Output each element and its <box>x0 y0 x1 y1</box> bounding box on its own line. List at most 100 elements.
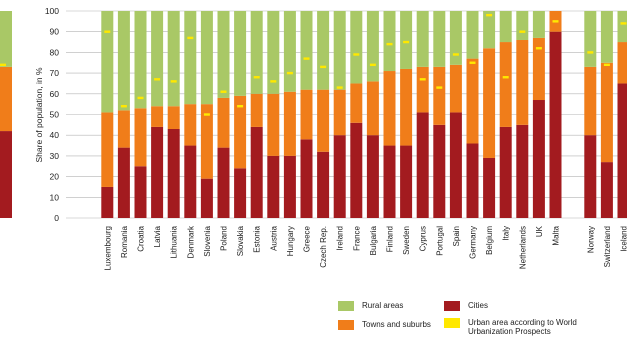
x-label-bulgaria: Bulgaria <box>369 225 378 255</box>
x-label-portugal: Portugal <box>435 226 444 256</box>
bar-netherlands-towns-and-suburbs <box>516 39 529 125</box>
bar-latvia-towns-and-suburbs <box>151 106 164 127</box>
marker-ireland-urban-wup <box>336 86 343 89</box>
x-label-finland: Finland <box>386 226 395 252</box>
bar-germany-towns-and-suburbs <box>466 58 479 144</box>
bar-austria-towns-and-suburbs <box>267 93 280 156</box>
bar-malta-cities <box>549 31 562 219</box>
bar-norway-towns-and-suburbs <box>584 66 597 136</box>
x-label-malta: Malta <box>552 225 561 245</box>
marker-bulgaria-urban-wup <box>369 63 376 67</box>
bar-luxembourg-rural-areas <box>101 11 114 113</box>
bar-switzerland-towns-and-suburbs <box>600 62 613 163</box>
marker-poland-urban-wup <box>220 90 227 93</box>
bar-croatia-rural-areas <box>134 11 147 109</box>
x-label-romania: Romania <box>120 225 129 258</box>
bar-poland-towns-and-suburbs <box>217 97 230 148</box>
bar-spain-towns-and-suburbs <box>449 64 462 113</box>
marker-estonia-urban-wup <box>253 76 260 79</box>
bar-bulgaria-towns-and-suburbs <box>366 81 379 136</box>
marker-luxembourg-urban-wup <box>104 30 111 33</box>
bar-latvia-rural-areas <box>151 11 164 107</box>
bar-ireland-rural-areas <box>333 11 346 90</box>
marker-norway-urban-wup <box>587 51 594 54</box>
bar-eu-rural-areas <box>0 11 12 67</box>
marker-netherlands-urban-wup <box>519 30 526 33</box>
bar-hungary-towns-and-suburbs <box>283 91 296 156</box>
bar-uk-rural-areas <box>532 11 545 38</box>
marker-uk-urban-wup <box>535 47 542 50</box>
marker-germany-urban-wup <box>469 61 476 64</box>
bar-czech-rep-rural-areas <box>317 11 330 90</box>
marker-austria-urban-wup <box>270 80 277 83</box>
legend-label-urban-wup: Urban area according to World Urbanizati… <box>468 318 577 336</box>
bar-bulgaria-rural-areas <box>366 11 379 82</box>
legend-item-cities: Cities <box>444 301 488 311</box>
bar-germany-rural-areas <box>466 11 479 59</box>
bar-cyprus-towns-and-suburbs <box>416 66 429 113</box>
marker-czech-rep-urban-wup <box>320 65 327 69</box>
bar-estonia-rural-areas <box>250 11 263 94</box>
bar-cyprus-rural-areas <box>416 11 429 67</box>
bar-finland-rural-areas <box>383 11 396 72</box>
marker-lithuania-urban-wup <box>170 80 177 83</box>
x-label-cyprus: Cyprus <box>419 226 428 251</box>
y-tick-label-90: 90 <box>50 27 60 37</box>
bar-lithuania-towns-and-suburbs <box>167 106 180 129</box>
bar-romania-rural-areas <box>117 11 130 111</box>
bar-spain-cities <box>449 112 462 218</box>
bar-romania-cities <box>117 147 130 218</box>
bar-belgium-towns-and-suburbs <box>483 48 496 158</box>
y-tick-label-30: 30 <box>50 151 60 161</box>
marker-croatia-urban-wup <box>137 96 144 100</box>
bar-sweden-rural-areas <box>400 11 413 69</box>
x-label-uk: UK <box>535 225 544 237</box>
bar-denmark-rural-areas <box>184 11 197 105</box>
marker-hungary-urban-wup <box>286 71 293 75</box>
marker-switzerland-urban-wup <box>603 63 610 67</box>
bar-latvia-cities <box>151 126 164 218</box>
x-label-luxembourg: Luxembourg <box>103 226 112 270</box>
x-label-switzerland: Switzerland <box>603 226 612 267</box>
bar-eu-cities <box>0 131 12 218</box>
x-label-slovakia: Slovakia <box>236 225 245 256</box>
marker-malta-urban-wup <box>552 20 559 23</box>
bar-slovakia-cities <box>234 168 247 218</box>
y-tick-label-60: 60 <box>50 89 60 99</box>
bar-sweden-towns-and-suburbs <box>400 68 413 146</box>
marker-cyprus-urban-wup <box>419 78 426 81</box>
bar-greece-rural-areas <box>300 11 313 90</box>
bar-denmark-cities <box>184 145 197 218</box>
x-label-slovenia: Slovenia <box>203 225 212 256</box>
legend-label-cities: Cities <box>468 301 489 310</box>
bar-norway-cities <box>584 135 597 218</box>
x-label-spain: Spain <box>452 226 461 246</box>
bar-netherlands-rural-areas <box>516 11 529 40</box>
bar-portugal-towns-and-suburbs <box>433 66 446 125</box>
marker-spain-urban-wup <box>452 53 459 56</box>
legend-swatch-rural <box>338 301 354 311</box>
x-label-estonia: Estonia <box>253 225 262 252</box>
bar-switzerland-rural-areas <box>600 11 613 63</box>
bar-ireland-cities <box>333 135 346 218</box>
bar-slovenia-towns-and-suburbs <box>200 104 213 179</box>
marker-italy-urban-wup <box>502 76 509 79</box>
bar-france-rural-areas <box>350 11 363 84</box>
bar-sweden-cities <box>400 145 413 218</box>
bar-poland-rural-areas <box>217 11 230 98</box>
y-tick-labels: 0 10 20 30 40 50 60 70 80 90 100 <box>45 6 59 223</box>
bar-greece-towns-and-suburbs <box>300 89 313 140</box>
y-tick-label-100: 100 <box>45 6 59 16</box>
bar-poland-cities <box>217 147 230 218</box>
bar-hungary-rural-areas <box>283 11 296 92</box>
legend-item-towns: Towns and suburbs <box>338 320 431 330</box>
legend-swatch-urban-wup <box>444 318 460 328</box>
bar-luxembourg-cities <box>101 186 114 218</box>
x-label-czech-rep: Czech Rep. <box>319 226 328 268</box>
bars <box>0 11 627 219</box>
legend-label-towns: Towns and suburbs <box>362 320 431 329</box>
y-tick-label-40: 40 <box>50 130 60 140</box>
bar-czech-rep-towns-and-suburbs <box>317 89 330 152</box>
bar-austria-rural-areas <box>267 11 280 94</box>
bar-lithuania-cities <box>167 128 180 218</box>
